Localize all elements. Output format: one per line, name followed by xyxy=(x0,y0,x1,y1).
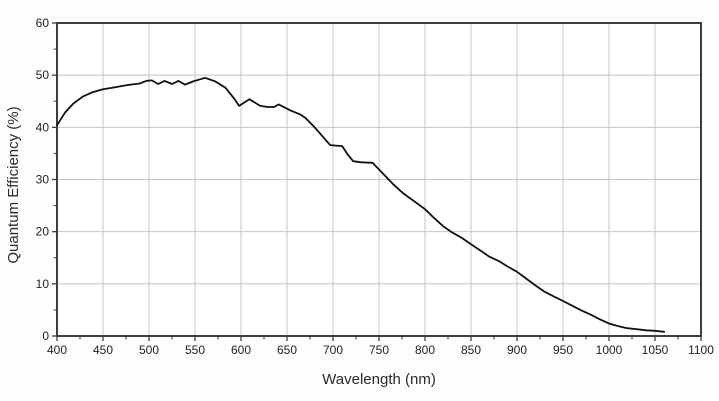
x-tick-label: 800 xyxy=(415,343,435,357)
y-tick-label: 10 xyxy=(36,277,50,291)
x-tick-label: 900 xyxy=(507,343,527,357)
tick-marks xyxy=(52,22,702,341)
x-tick-label: 650 xyxy=(277,343,297,357)
x-tick-label: 450 xyxy=(93,343,113,357)
tick-labels: 400 450 500 550 600 650 700 750 800 850 900 950 1000… xyxy=(36,16,715,357)
x-tick-label: 1000 xyxy=(596,343,623,357)
x-tick-label: 550 xyxy=(185,343,205,357)
x-tick-label: 1050 xyxy=(642,343,669,357)
y-axis-title: Quantum Efficiency (%) xyxy=(5,106,22,263)
x-tick-label: 850 xyxy=(461,343,481,357)
y-tick-label: 20 xyxy=(36,225,50,239)
x-tick-label: 750 xyxy=(369,343,389,357)
qe-curve xyxy=(56,76,666,333)
x-axis-title: Wavelength (nm) xyxy=(322,371,436,388)
gridlines xyxy=(57,23,701,336)
y-tick-label: 50 xyxy=(36,68,50,82)
x-tick-label: 500 xyxy=(139,343,159,357)
x-tick-label: 600 xyxy=(231,343,251,357)
x-tick-label: 950 xyxy=(553,343,573,357)
quantum-efficiency-line xyxy=(56,76,666,333)
y-tick-label: 0 xyxy=(42,329,49,343)
x-tick-label: 400 xyxy=(47,343,67,357)
x-tick-label: 1100 xyxy=(688,343,714,357)
y-tick-label: 30 xyxy=(36,173,50,187)
y-tick-label: 40 xyxy=(36,120,50,134)
x-tick-label: 700 xyxy=(323,343,343,357)
y-tick-label: 60 xyxy=(36,16,50,30)
